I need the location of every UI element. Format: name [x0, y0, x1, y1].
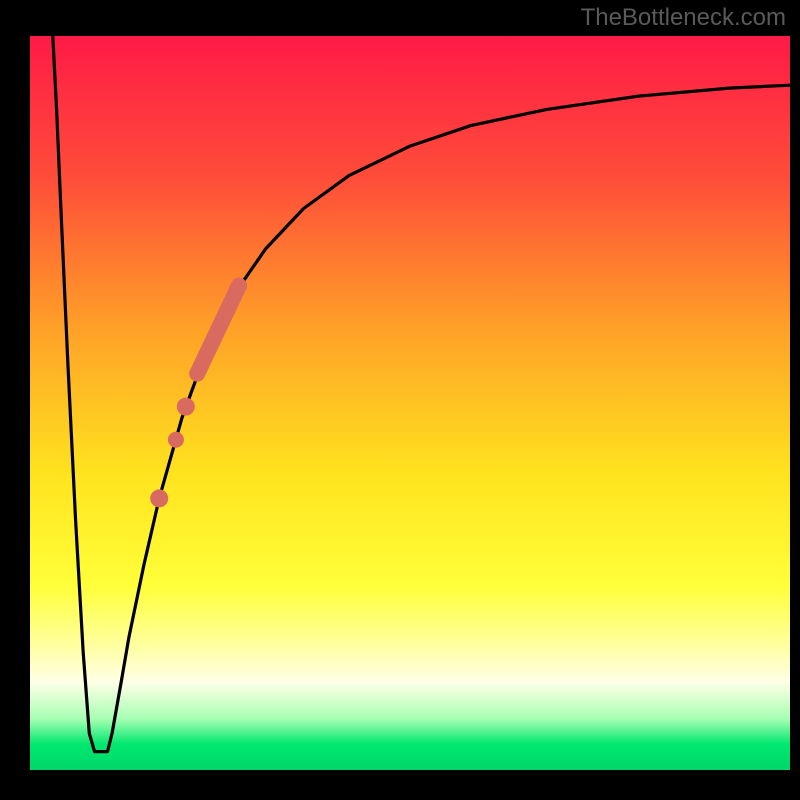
marker-dot	[177, 398, 195, 416]
watermark-text: TheBottleneck.com	[581, 4, 786, 32]
chart-container: TheBottleneck.com	[0, 0, 800, 800]
bottleneck-curve	[53, 36, 790, 752]
plot-area	[30, 36, 790, 770]
marker-pill	[197, 286, 239, 374]
chart-overlay	[30, 36, 790, 770]
marker-dot	[168, 432, 184, 448]
marker-group	[150, 286, 239, 508]
marker-dot	[150, 489, 168, 507]
